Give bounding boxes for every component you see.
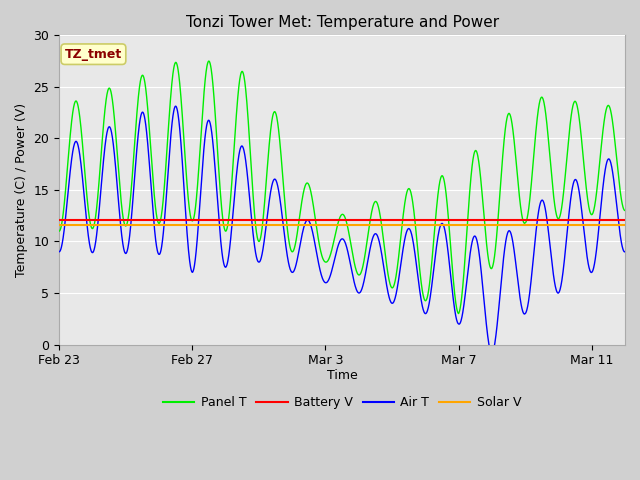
Text: TZ_tmet: TZ_tmet: [65, 48, 122, 60]
X-axis label: Time: Time: [326, 369, 358, 382]
Legend: Panel T, Battery V, Air T, Solar V: Panel T, Battery V, Air T, Solar V: [158, 391, 526, 414]
Title: Tonzi Tower Met: Temperature and Power: Tonzi Tower Met: Temperature and Power: [186, 15, 499, 30]
Y-axis label: Temperature (C) / Power (V): Temperature (C) / Power (V): [15, 103, 28, 277]
